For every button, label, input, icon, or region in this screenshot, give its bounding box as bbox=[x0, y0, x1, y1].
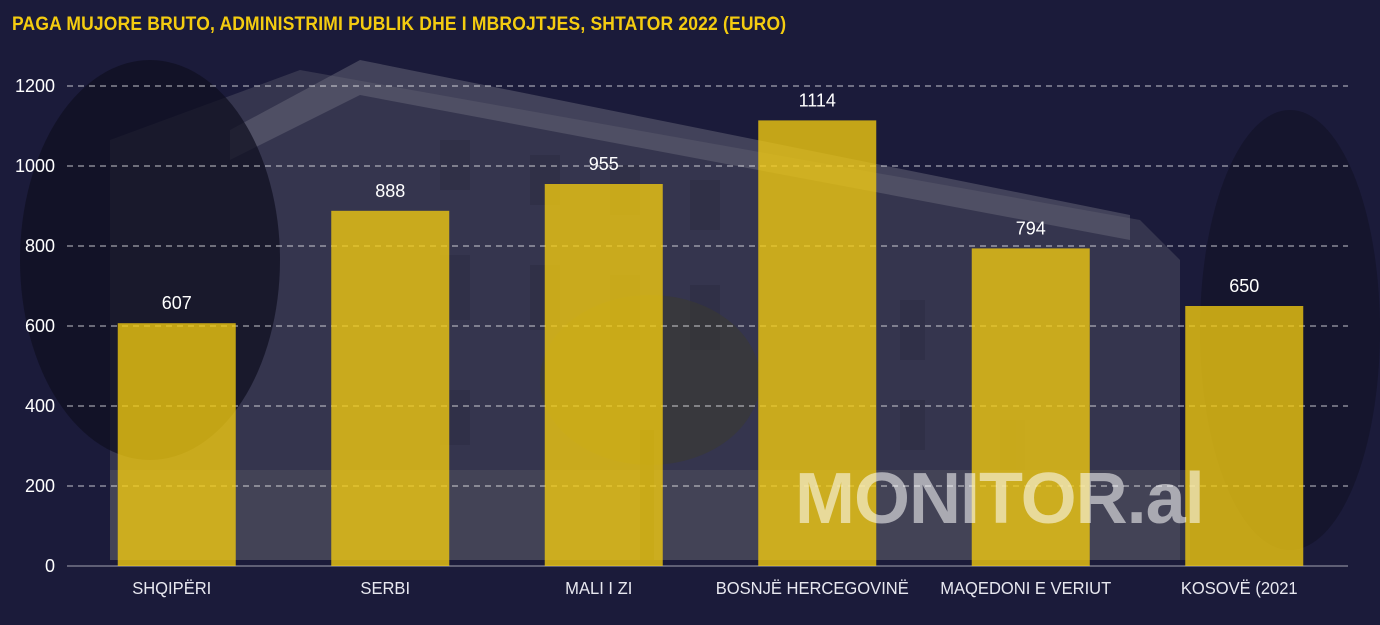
data-label: 888 bbox=[375, 181, 405, 201]
category-label: SHQIPËRI bbox=[132, 577, 211, 598]
y-tick-label: 1200 bbox=[15, 76, 55, 96]
y-tick-label: 800 bbox=[25, 236, 55, 256]
labels: 0 200 400 600 800 1000 1200 607 SHQIPËRI 888 SERBI… bbox=[15, 76, 1298, 598]
bars bbox=[117, 120, 1304, 567]
bar bbox=[971, 248, 1090, 566]
watermark-logo: MONITOR.al bbox=[795, 459, 1205, 539]
data-label: 794 bbox=[1016, 218, 1046, 238]
category-label: KOSOVË (2021 bbox=[1181, 577, 1298, 598]
y-tick-label: 1000 bbox=[15, 156, 55, 176]
bar bbox=[117, 323, 236, 566]
data-label: 955 bbox=[589, 154, 619, 174]
data-label: 1114 bbox=[799, 90, 836, 110]
grid-lines bbox=[67, 85, 1348, 567]
bar bbox=[758, 120, 877, 567]
y-tick-label: 400 bbox=[25, 396, 55, 416]
y-tick-label: 600 bbox=[25, 316, 55, 336]
y-tick-label: 200 bbox=[25, 476, 55, 496]
data-label: 650 bbox=[1229, 276, 1259, 296]
bar bbox=[544, 184, 663, 566]
bar bbox=[331, 210, 450, 567]
category-label: SERBI bbox=[360, 577, 410, 598]
chart-title: PAGA MUJORE BRUTO, ADMINISTRIMI PUBLIK D… bbox=[12, 14, 787, 35]
y-tick-label: 0 bbox=[45, 556, 55, 576]
category-label: BOSNJË HERCEGOVINË bbox=[716, 577, 909, 598]
category-label: MAQEDONI E VERIUT bbox=[940, 577, 1111, 598]
category-label: MALI I ZI bbox=[565, 577, 632, 598]
bar bbox=[1185, 306, 1304, 566]
data-label: 607 bbox=[162, 293, 192, 313]
